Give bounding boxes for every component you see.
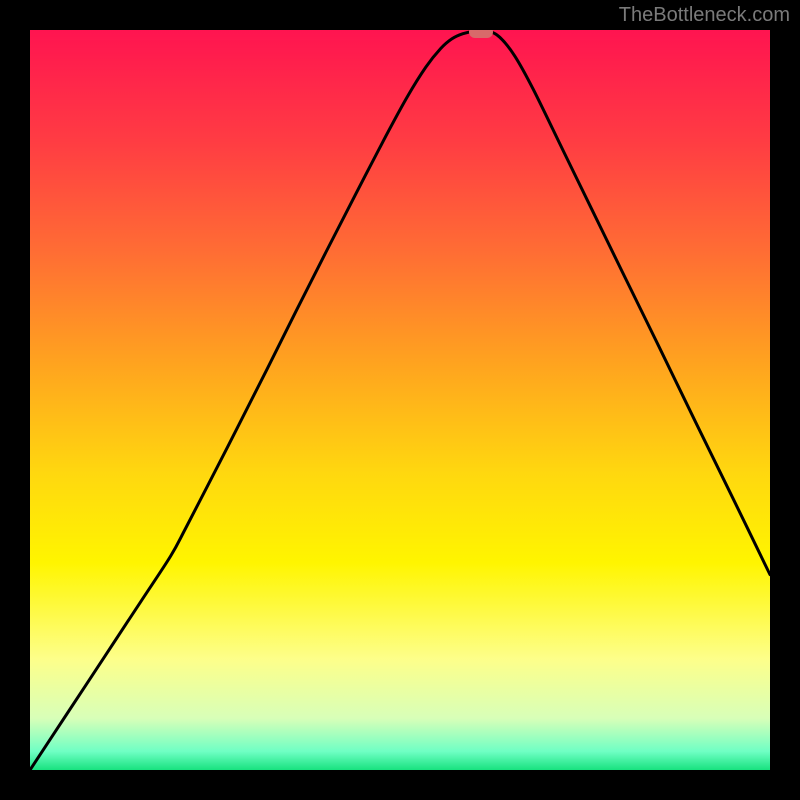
chart-curve — [30, 30, 770, 770]
watermark-text: TheBottleneck.com — [619, 4, 790, 27]
chart-marker — [469, 30, 493, 38]
chart-plot-area — [30, 30, 770, 770]
